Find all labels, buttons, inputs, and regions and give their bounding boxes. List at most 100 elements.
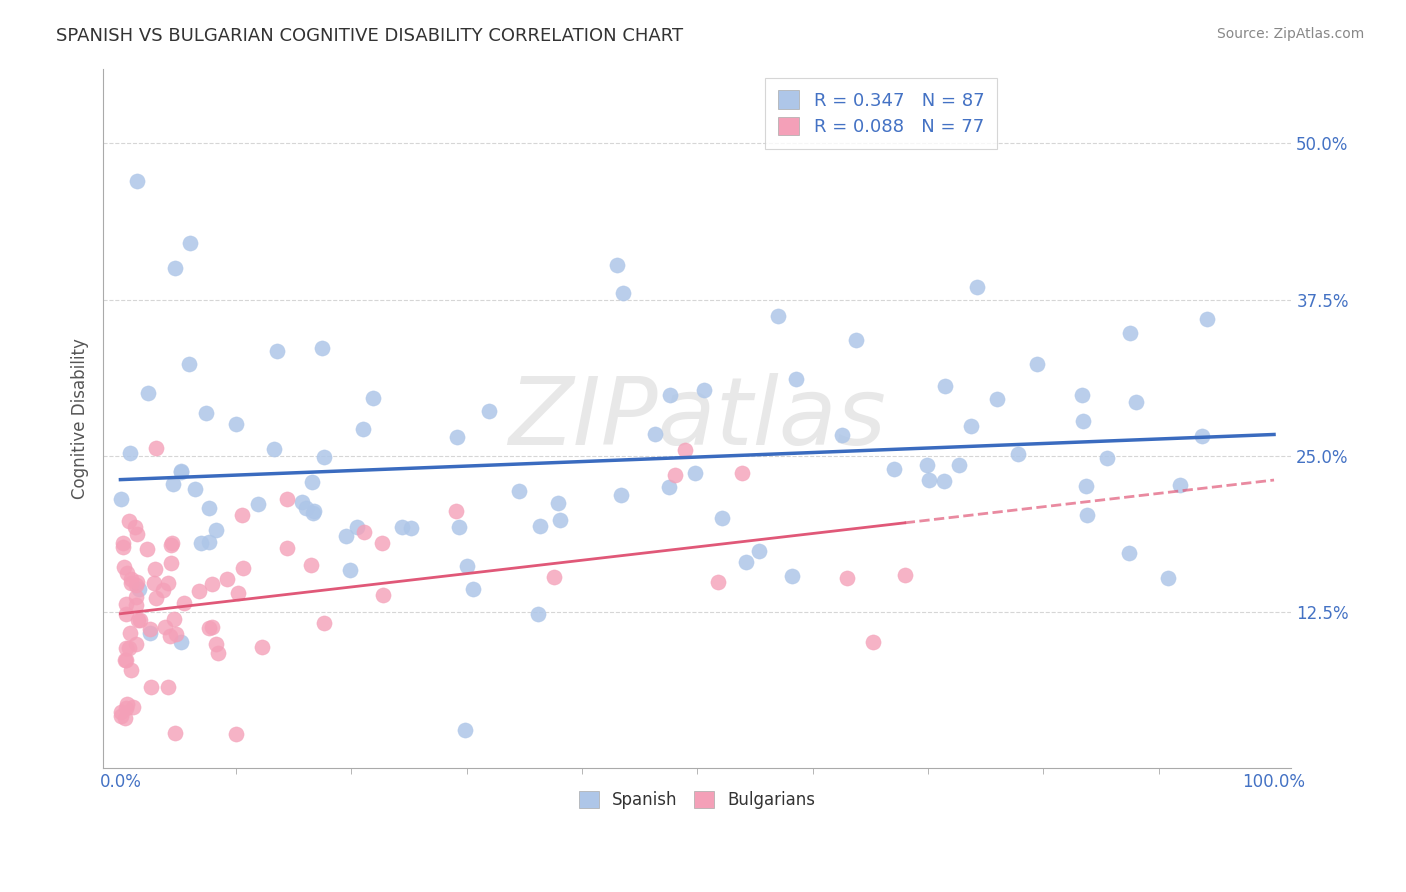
Point xyxy=(1125,395,1147,409)
Point xyxy=(391,520,413,534)
Point xyxy=(165,725,187,739)
Point xyxy=(125,591,148,605)
Point xyxy=(453,723,475,738)
Point xyxy=(371,536,394,550)
Point xyxy=(312,615,335,630)
Point xyxy=(1191,429,1213,443)
Point xyxy=(339,563,361,577)
Point xyxy=(112,560,135,574)
Point xyxy=(162,477,184,491)
Point xyxy=(446,430,468,444)
Point xyxy=(179,236,201,251)
Point xyxy=(835,571,858,585)
Point xyxy=(301,475,323,490)
Point xyxy=(353,525,375,540)
Point xyxy=(529,519,551,533)
Point xyxy=(136,541,159,556)
Point xyxy=(1095,450,1118,465)
Point xyxy=(1071,388,1094,402)
Point xyxy=(966,280,988,294)
Point xyxy=(932,474,955,488)
Point xyxy=(918,473,941,487)
Point xyxy=(205,523,228,537)
Point xyxy=(673,442,696,457)
Point xyxy=(527,607,550,621)
Point xyxy=(456,559,478,574)
Point xyxy=(352,422,374,436)
Point xyxy=(302,507,325,521)
Point xyxy=(112,540,135,554)
Point xyxy=(335,529,357,543)
Point xyxy=(276,541,298,556)
Point xyxy=(780,569,803,583)
Point xyxy=(110,709,132,723)
Point xyxy=(159,629,181,643)
Point xyxy=(115,700,138,714)
Point xyxy=(1026,357,1049,371)
Point xyxy=(311,341,333,355)
Point xyxy=(198,621,221,635)
Point xyxy=(170,465,193,479)
Point xyxy=(547,496,569,510)
Point xyxy=(231,561,253,575)
Point xyxy=(731,466,754,480)
Point xyxy=(225,417,247,431)
Point xyxy=(845,334,868,348)
Point xyxy=(658,480,681,494)
Point xyxy=(246,497,269,511)
Point xyxy=(165,261,187,276)
Point xyxy=(184,482,207,496)
Point xyxy=(200,620,222,634)
Point xyxy=(124,598,146,612)
Point xyxy=(266,344,288,359)
Point xyxy=(127,574,149,589)
Point xyxy=(173,597,195,611)
Point xyxy=(127,174,149,188)
Point xyxy=(986,392,1008,407)
Point xyxy=(1170,478,1192,492)
Point xyxy=(508,483,530,498)
Point xyxy=(960,418,983,433)
Point xyxy=(136,385,159,400)
Point xyxy=(734,555,756,569)
Point xyxy=(143,561,166,575)
Point xyxy=(231,508,253,523)
Point xyxy=(228,586,250,600)
Point xyxy=(291,495,314,509)
Point xyxy=(299,558,322,573)
Point xyxy=(160,535,183,549)
Point xyxy=(371,588,394,602)
Point xyxy=(120,575,142,590)
Point xyxy=(157,575,180,590)
Point xyxy=(1007,447,1029,461)
Point xyxy=(165,627,187,641)
Point xyxy=(160,538,183,552)
Point xyxy=(1076,508,1098,522)
Point xyxy=(118,625,141,640)
Text: ZIPatlas: ZIPatlas xyxy=(509,373,886,464)
Point xyxy=(250,640,273,655)
Point xyxy=(276,491,298,506)
Point xyxy=(1195,312,1218,326)
Point xyxy=(120,664,142,678)
Point xyxy=(948,458,970,473)
Point xyxy=(124,520,146,534)
Point xyxy=(128,614,150,628)
Point xyxy=(115,566,138,580)
Point xyxy=(114,711,136,725)
Point xyxy=(346,519,368,533)
Point xyxy=(139,622,162,636)
Point xyxy=(605,258,627,272)
Point xyxy=(112,536,135,550)
Point xyxy=(128,582,150,596)
Point xyxy=(170,635,193,649)
Point xyxy=(893,567,915,582)
Point xyxy=(207,646,229,660)
Point xyxy=(399,521,422,535)
Point xyxy=(609,487,631,501)
Point xyxy=(163,612,186,626)
Text: SPANISH VS BULGARIAN COGNITIVE DISABILITY CORRELATION CHART: SPANISH VS BULGARIAN COGNITIVE DISABILIT… xyxy=(56,27,683,45)
Point xyxy=(201,576,224,591)
Point xyxy=(785,372,807,386)
Point xyxy=(122,699,145,714)
